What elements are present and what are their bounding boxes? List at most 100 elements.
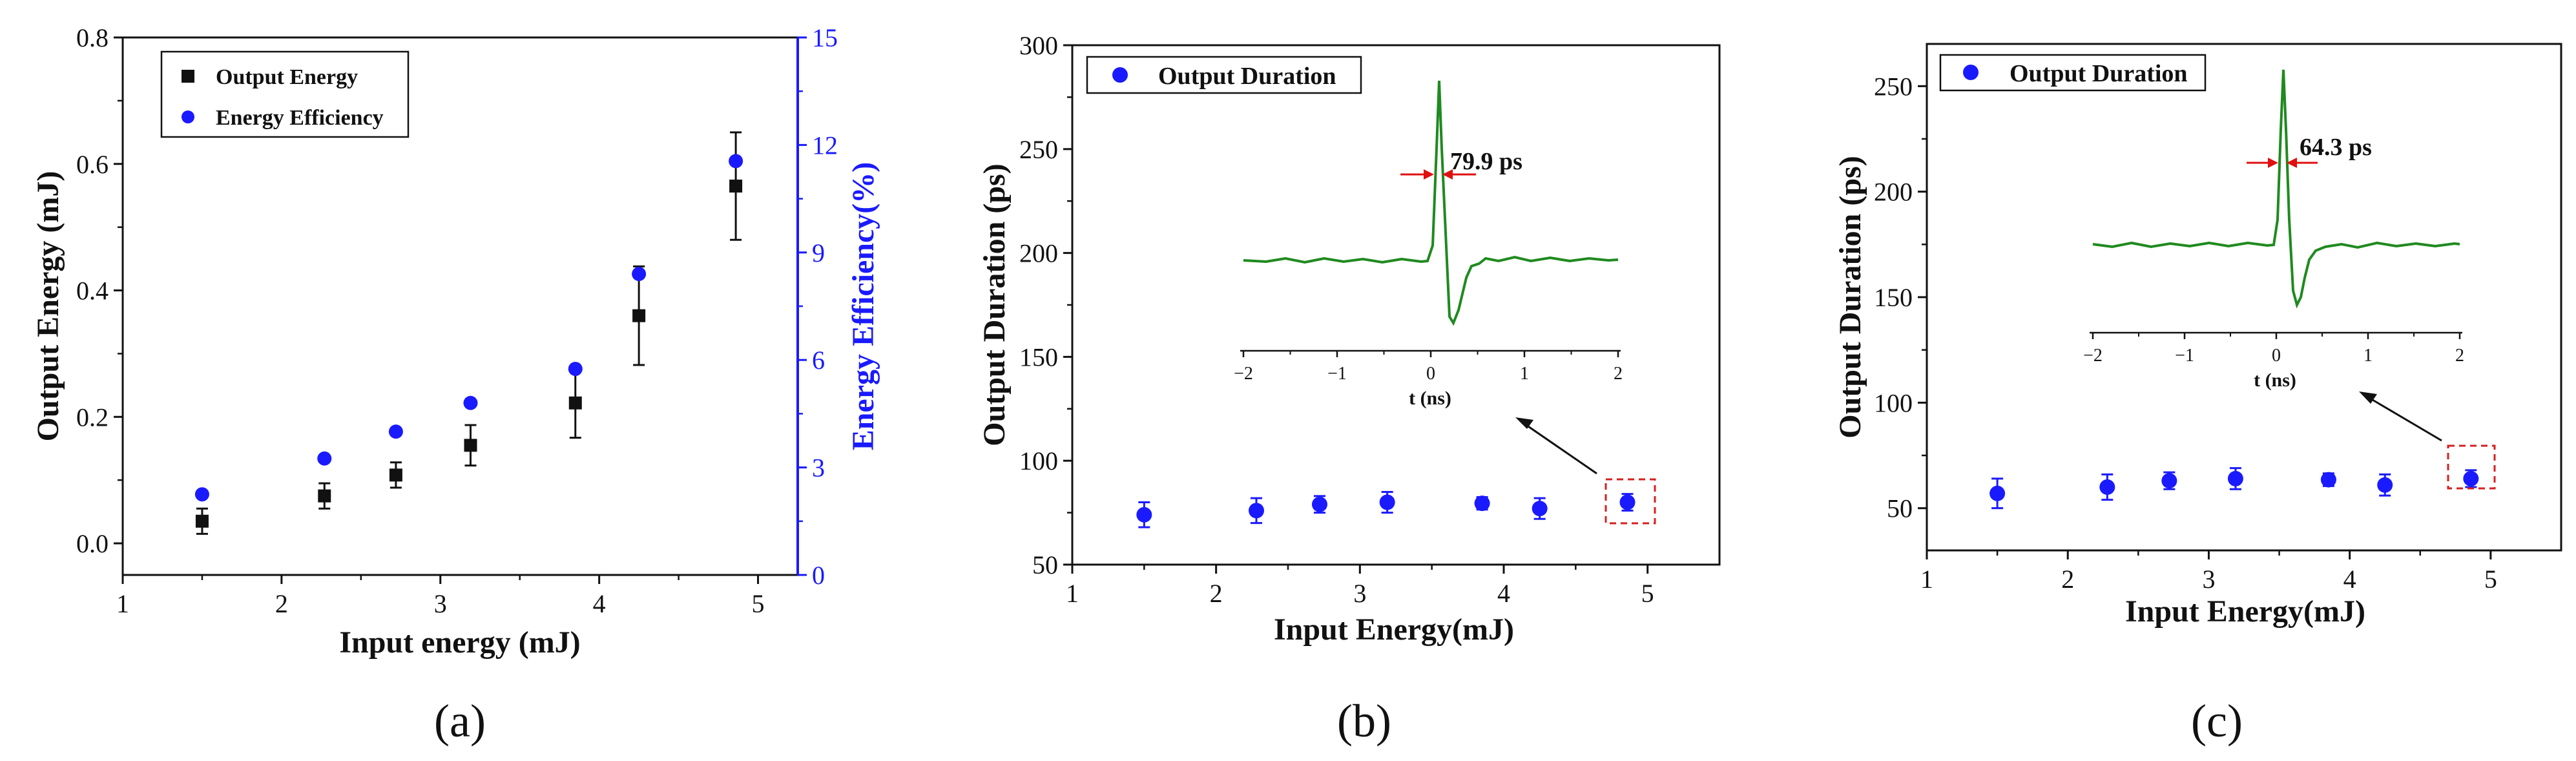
fwhm-annotation-b: 79.9 ps	[1450, 148, 1522, 175]
y2-axis-label-a: Energy Efficiency(%)	[846, 162, 880, 451]
inset-tick-label--2: −2	[2083, 346, 2103, 366]
point-1	[1989, 485, 2006, 501]
y-tick-label-250: 250	[1019, 135, 1058, 164]
pointer-arrowhead-c	[2359, 391, 2377, 404]
y-tick-label-50: 50	[1887, 494, 1913, 523]
x-axis-label-b: Input Energy(mJ)	[1274, 612, 1514, 647]
inset-tick-label--2: −2	[1234, 364, 1253, 384]
series-output-duration-c	[1989, 470, 2479, 501]
point-energy-efficiency-5	[568, 362, 583, 377]
point-energy-efficiency-7	[729, 154, 743, 169]
point-4	[1379, 494, 1395, 510]
x-tick-label-2: 2	[275, 589, 288, 618]
series-energy-efficiency	[194, 154, 743, 502]
point-6	[632, 309, 646, 322]
inset-b: −2 −1 0 1 2 t (ns) 79.9 ps	[1234, 80, 1623, 409]
y-axis-b: 50 100 150 200 250 300	[1019, 31, 1072, 579]
y2-axis-a: 0 3 6 9 12 15	[796, 23, 838, 590]
y-tick-label-200: 200	[1874, 178, 1913, 207]
caption-b: (b)	[1337, 695, 1391, 747]
y2-tick-label-15: 15	[812, 23, 838, 52]
point-6	[2377, 477, 2393, 493]
point-4	[464, 439, 477, 452]
inset-ticks-b: −2 −1 0 1 2	[1234, 351, 1623, 384]
inset-tick-label-2: 2	[1614, 364, 1623, 384]
point-energy-efficiency-4	[463, 395, 478, 410]
x-tick-label-4: 4	[2343, 565, 2356, 594]
legend-a: Output Energy Energy Efficiency	[160, 50, 410, 138]
fwhm-arrowhead-left-c	[2268, 158, 2278, 168]
x-axis-c: 1 2 3 4 5	[1920, 550, 2497, 594]
y-tick-label-250: 250	[1874, 72, 1913, 101]
legend-label-output-duration-b: Output Duration	[1158, 63, 1336, 90]
x-axis-b: 1 2 3 4 5	[1066, 565, 1654, 608]
y2-tick-label-0: 0	[812, 561, 825, 590]
x-tick-label-1: 1	[116, 589, 129, 618]
inset-tick-label-0: 0	[1426, 364, 1435, 384]
point-7	[2463, 470, 2479, 486]
y-axis-c: 50 100 150 200 250	[1874, 72, 1927, 523]
y-tick-label-50: 50	[1032, 550, 1058, 579]
point-4	[2227, 470, 2243, 486]
inset-xlabel-c: t (ns)	[2254, 370, 2296, 391]
point-energy-efficiency-2	[317, 451, 332, 466]
y-axis-label-c: Output Duration (ps)	[1833, 156, 1867, 438]
errorbars-output-energy	[196, 131, 742, 535]
legend-label-output-duration-c: Output Duration	[2010, 60, 2188, 87]
inset-c: −2 −1 0 1 2 t (ns) 64.3 ps	[2083, 69, 2464, 391]
y-tick-label-0.8: 0.8	[76, 23, 109, 52]
x-axis-label-a: Input energy (mJ)	[339, 625, 580, 660]
panel-b: 1 2 3 4 5 50 100 150 200 250 300 Output Duration …	[977, 31, 1721, 747]
x-axis-label-c: Input Energy(mJ)	[2125, 594, 2365, 629]
y-tick-label-300: 300	[1019, 31, 1058, 60]
y-tick-label-100: 100	[1019, 446, 1058, 475]
pointer-arrowhead-b	[1515, 417, 1533, 429]
series-output-energy	[195, 180, 743, 528]
legend-label-energy-efficiency: Energy Efficiency	[216, 106, 384, 130]
y-axis-a: 0.0 0.2 0.4 0.6 0.8	[76, 23, 123, 558]
x-tick-label-5: 5	[752, 589, 765, 618]
y-axis-label-a: Output Energy (mJ)	[31, 171, 65, 442]
inset-tick-label-2: 2	[2455, 346, 2464, 366]
y-tick-label-0.4: 0.4	[76, 276, 109, 306]
point-energy-efficiency-6	[632, 267, 647, 282]
legend-marker-output-energy	[182, 70, 194, 83]
y-tick-label-0.6: 0.6	[76, 150, 109, 179]
y-tick-label-0.2: 0.2	[76, 402, 109, 432]
x-tick-label-5: 5	[1641, 579, 1654, 608]
point-5	[2320, 472, 2336, 488]
fwhm-arrowhead-right-b	[1442, 169, 1453, 180]
x-tick-label-1: 1	[1066, 579, 1079, 608]
point-7	[1619, 494, 1636, 510]
fwhm-annotation-c: 64.3 ps	[2300, 134, 2372, 161]
point-5	[1474, 495, 1490, 512]
x-tick-label-3: 3	[434, 589, 447, 618]
highlight-box-c	[2447, 444, 2496, 490]
legend-c: Output Duration	[1939, 54, 2207, 92]
inset-tick-label--1: −1	[1327, 364, 1347, 384]
legend-label-output-energy: Output Energy	[216, 65, 358, 89]
point-3	[389, 468, 402, 482]
point-3	[2161, 473, 2177, 489]
y-axis-label-b: Output Duration (ps)	[977, 163, 1012, 446]
point-6	[1532, 501, 1548, 517]
pointer-arrow-b	[1524, 422, 1597, 475]
point-2	[318, 489, 331, 503]
highlight-box-b	[1605, 478, 1656, 525]
point-7	[729, 180, 743, 193]
legend-box-a	[160, 50, 410, 138]
point-energy-efficiency-1	[194, 487, 209, 502]
point-3	[1311, 496, 1327, 512]
fwhm-arrowhead-right-c	[2287, 158, 2297, 168]
point-2	[2099, 479, 2115, 495]
point-energy-efficiency-3	[388, 424, 403, 439]
legend-box-b	[1086, 56, 1362, 94]
legend-box-c	[1939, 54, 2207, 92]
y2-tick-label-9: 9	[812, 238, 825, 267]
inset-xlabel-b: t (ns)	[1409, 388, 1451, 409]
inset-tick-label-0: 0	[2272, 346, 2281, 366]
legend-marker-energy-efficiency	[182, 110, 194, 123]
